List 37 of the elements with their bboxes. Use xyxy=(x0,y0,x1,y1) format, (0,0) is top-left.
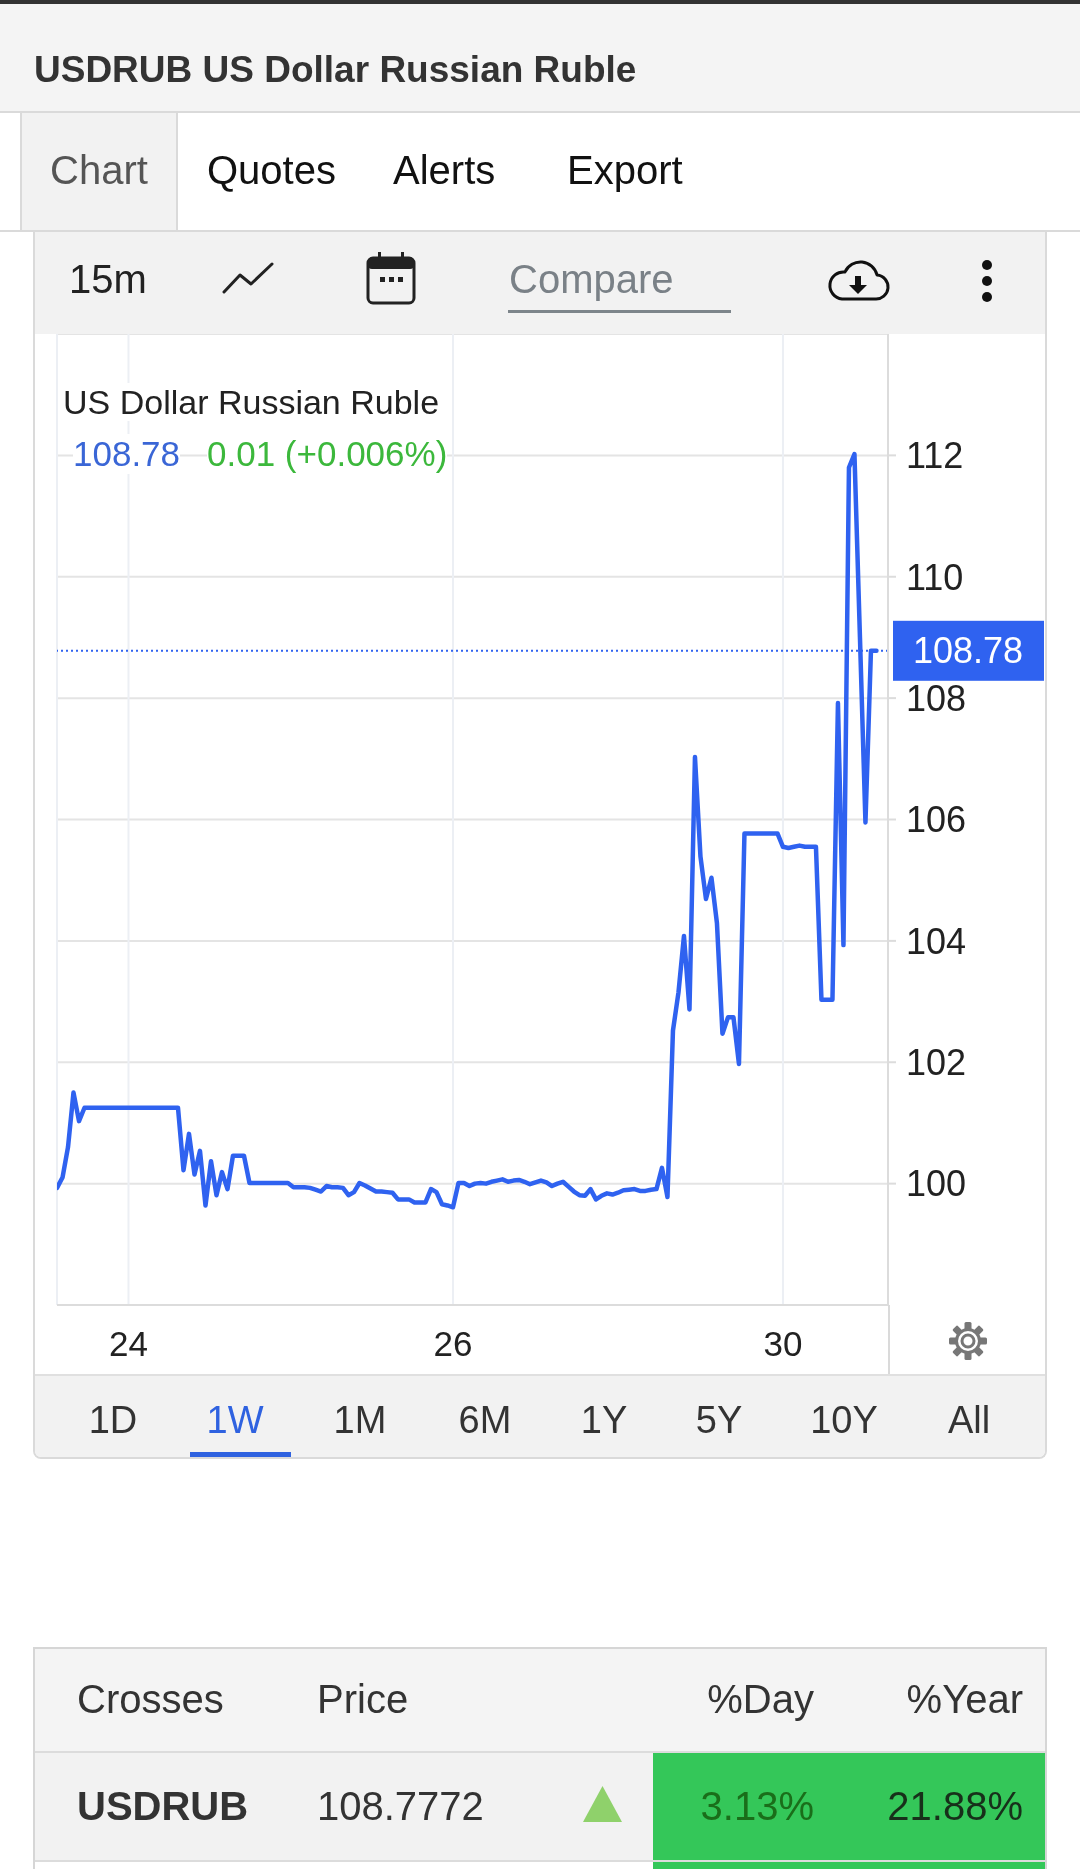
text: 15m xyxy=(69,256,147,302)
text: US Dollar Russian Ruble xyxy=(63,382,440,422)
x-tick-label: 30 xyxy=(763,1323,803,1363)
text: Chart xyxy=(50,147,148,193)
y-tick-label: 106 xyxy=(906,799,967,841)
text: 1W xyxy=(206,1398,264,1442)
text: 21.88% xyxy=(887,1783,1023,1829)
text: Crosses xyxy=(77,1676,224,1722)
text: %Day xyxy=(707,1676,814,1722)
y-tick-label: 102 xyxy=(906,1042,967,1084)
text: 10Y xyxy=(810,1398,878,1442)
text: %Year xyxy=(906,1676,1023,1722)
y-tick-label: 110 xyxy=(906,556,964,598)
text: Price xyxy=(317,1676,409,1722)
ref-line-label: 108.78 xyxy=(912,630,1024,672)
text: USDRUB xyxy=(77,1783,249,1829)
y-tick-label: 104 xyxy=(906,920,967,962)
y-tick-label: 112 xyxy=(906,435,964,477)
text: Alerts xyxy=(393,147,496,193)
chart-title: USDRUB US Dollar Russian Ruble xyxy=(34,49,637,91)
text: 108.7772 xyxy=(317,1783,484,1829)
text: All xyxy=(947,1398,991,1442)
text: Quotes xyxy=(207,147,336,193)
text: 1D xyxy=(88,1398,138,1442)
annotation: 0.01 (+0.006%) xyxy=(207,434,448,474)
text: 6M xyxy=(458,1398,512,1442)
text: 1Y xyxy=(580,1398,628,1442)
text: Export xyxy=(567,147,683,193)
text: 5Y xyxy=(695,1398,743,1442)
x-tick-label: 26 xyxy=(433,1323,473,1363)
text: 1M xyxy=(333,1398,387,1442)
x-tick-label: 24 xyxy=(109,1323,148,1363)
y-tick-label: 108 xyxy=(906,677,967,719)
text: 3.13% xyxy=(700,1783,814,1829)
y-tick-label: 100 xyxy=(906,1163,967,1205)
text: Compare xyxy=(509,256,674,302)
annotation: 108.78 xyxy=(73,434,181,474)
